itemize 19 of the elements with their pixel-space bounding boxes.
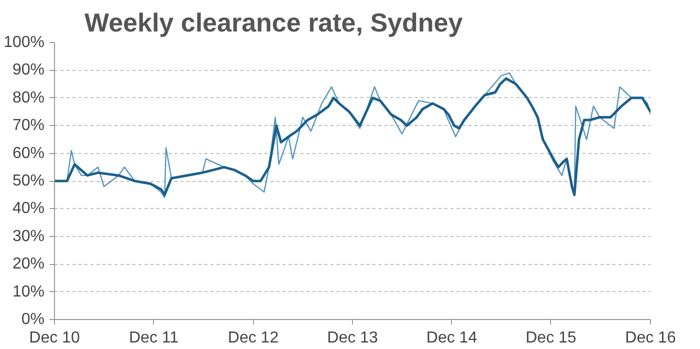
y-tick-label: 0% [21, 311, 44, 328]
y-tick-label: 50% [12, 172, 45, 190]
y-tick-label: 60% [12, 144, 45, 162]
y-tick-label: 20% [12, 256, 45, 273]
x-tick-label: Dec 12 [228, 330, 279, 346]
y-tick-label: 80% [12, 89, 45, 106]
x-tick-label: Dec 13 [327, 330, 378, 346]
x-tick-label: Dec 11 [128, 330, 179, 346]
x-tick-label: Dec 16 [625, 330, 676, 346]
y-tick-label: 10% [12, 283, 45, 300]
y-tick-label: 100% [4, 34, 44, 51]
x-tick-label: Dec 10 [29, 330, 80, 346]
x-tick-label: Dec 14 [426, 330, 478, 346]
x-tick-label: Dec 15 [526, 330, 576, 346]
y-tick-label: 30% [12, 228, 45, 245]
y-tick-label: 70% [12, 117, 45, 134]
chart-title: Weekly clearance rate, Sydney [84, 8, 464, 38]
y-tick-label: 40% [12, 200, 45, 218]
y-tick-label: 90% [12, 62, 45, 79]
